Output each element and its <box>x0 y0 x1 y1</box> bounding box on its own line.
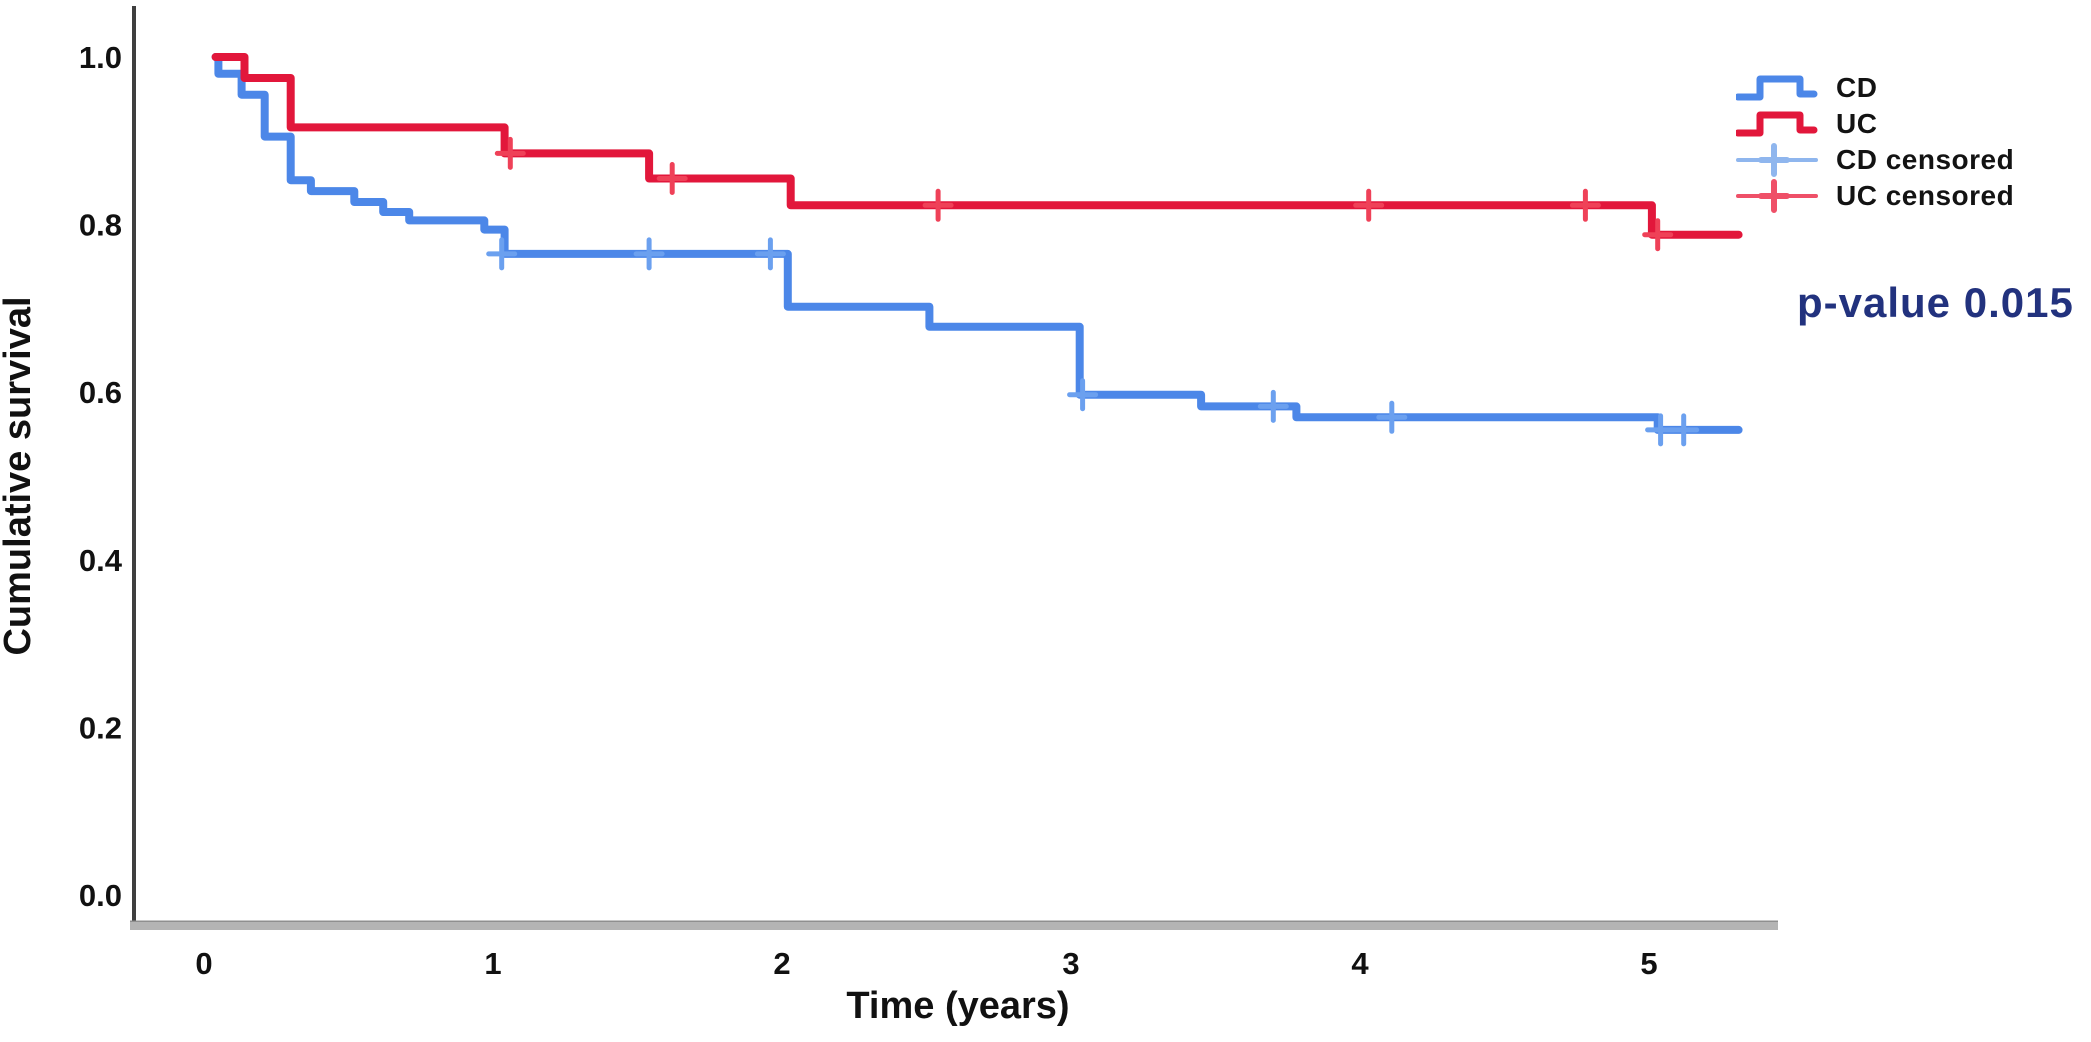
y-tick-0.0: 0.0 <box>79 878 122 913</box>
y-tick-labels: 1.0 0.8 0.6 0.4 0.2 0.0 <box>79 40 123 913</box>
legend: CD UC CD censored UC censored <box>1736 70 2014 214</box>
y-tick-0.6: 0.6 <box>79 375 122 410</box>
x-tick-5: 5 <box>1640 946 1657 981</box>
cd-censored-mark <box>754 237 786 271</box>
y-axis-title: Cumulative survival <box>0 296 39 655</box>
y-tick-1.0: 1.0 <box>79 40 122 75</box>
x-axis-title: Time (years) <box>846 985 1069 1027</box>
legend-item-cd-censored: CD censored <box>1736 142 2014 178</box>
x-tick-2: 2 <box>773 946 790 981</box>
x-tick-4: 4 <box>1351 946 1369 981</box>
cd-survival-curve <box>211 53 1743 434</box>
uc-censored-mark <box>656 162 688 195</box>
legend-sample-cd-censored-censor-icon <box>1736 143 1818 177</box>
x-tick-labels: 0 1 2 3 4 5 <box>195 946 1657 981</box>
legend-label-uc-censored: UC censored <box>1836 180 2015 211</box>
legend-sample-uc-step-icon <box>1736 111 1818 137</box>
uc-survival-curve <box>211 53 1743 239</box>
x-tick-1: 1 <box>484 946 501 981</box>
y-tick-0.2: 0.2 <box>79 710 122 745</box>
cd-censored-mark <box>1668 413 1700 447</box>
p-value-annotation: p-value 0.015 <box>1797 279 2074 326</box>
cd-censored-mark <box>486 237 518 271</box>
y-tick-0.4: 0.4 <box>79 543 123 578</box>
legend-item-cd: CD <box>1736 70 2014 106</box>
uc-censored-mark <box>1642 218 1674 252</box>
legend-item-uc-censored: UC censored <box>1736 178 2014 214</box>
uc-censored-mark <box>922 188 954 222</box>
censor-layer <box>486 136 1700 447</box>
cd-censored-mark <box>633 237 665 271</box>
uc-censored-mark <box>1353 188 1385 222</box>
legend-sample-cd-step-icon <box>1736 75 1818 101</box>
cd-censored-mark <box>1257 389 1289 423</box>
legend-item-uc: UC <box>1736 106 2014 142</box>
x-tick-0: 0 <box>195 946 212 981</box>
legend-label-cd-censored: CD censored <box>1836 144 2015 175</box>
series-layer <box>211 53 1743 434</box>
uc-censored-mark <box>1569 188 1601 222</box>
cd-censored-mark <box>1376 400 1408 434</box>
legend-sample-uc-censored-censor-icon <box>1736 179 1818 213</box>
y-tick-0.8: 0.8 <box>79 208 122 243</box>
x-tick-3: 3 <box>1062 946 1079 981</box>
cd-censored-mark <box>1067 378 1099 412</box>
uc-censored-mark <box>494 136 526 170</box>
legend-label-cd: CD <box>1836 72 1878 103</box>
legend-label-uc: UC <box>1836 108 1878 139</box>
